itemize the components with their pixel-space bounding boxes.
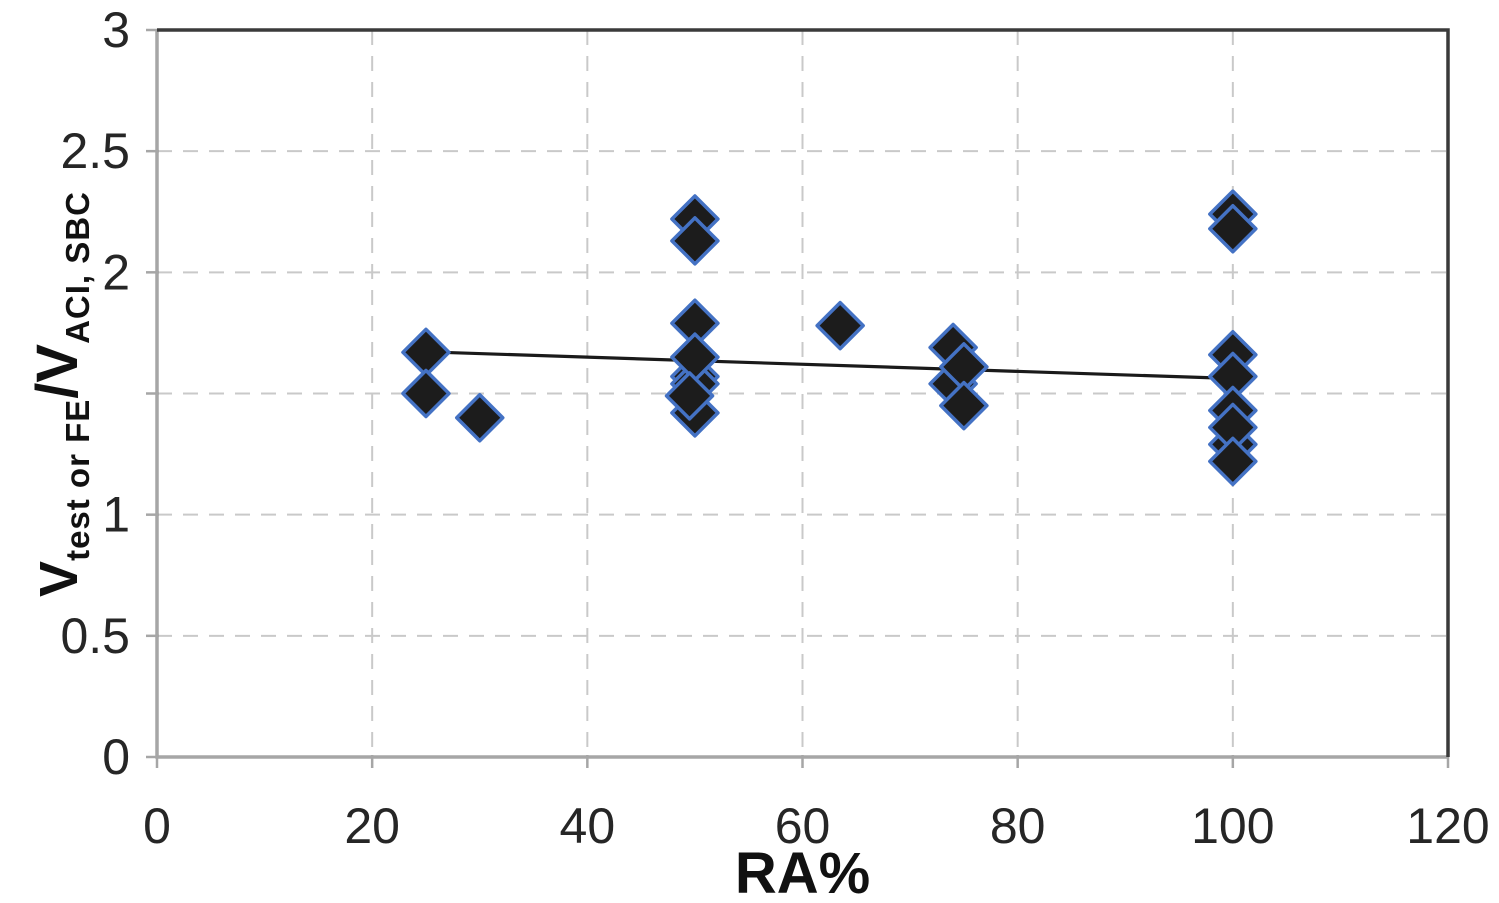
- gridlines: [157, 30, 1448, 757]
- axis-lines: [155, 30, 1448, 759]
- y-axis-title: Vtest or FE/VACI, SBC: [13, 124, 103, 664]
- x-tick-label: 40: [560, 798, 616, 854]
- y-tick-label: 1: [102, 487, 130, 543]
- y-axis-tick-labels: 0 0.5 1 2 2.5 3: [60, 2, 130, 785]
- trend-line: [425, 350, 1233, 381]
- data-point: [815, 300, 865, 351]
- data-points: [401, 189, 1258, 487]
- y-tick-label: 0.5: [60, 608, 130, 664]
- data-point: [455, 392, 505, 443]
- y-axis-title-sub1: test or FE: [59, 398, 96, 561]
- y-axis-title-v1: V: [29, 560, 89, 597]
- y-tick-label: 0: [102, 729, 130, 785]
- x-axis-tick-labels: 0 20 40 60 80 100 120: [143, 798, 1490, 854]
- y-tick-label: 2: [102, 244, 130, 300]
- y-tick-label: 3: [102, 2, 130, 58]
- data-point: [670, 216, 720, 266]
- data-point: [401, 327, 451, 378]
- axis-ticks: [146, 28, 1450, 768]
- x-tick-label: 20: [344, 798, 400, 854]
- data-point: [401, 368, 451, 419]
- x-tick-label: 0: [143, 798, 171, 854]
- plot-frame: [155, 28, 1450, 759]
- data-point: [1208, 436, 1258, 487]
- x-axis-title: RA%: [735, 841, 870, 903]
- plot-border: [157, 28, 1450, 757]
- data-point: [939, 380, 989, 431]
- trendline: [425, 350, 1233, 381]
- x-tick-label: 60: [775, 798, 831, 854]
- y-axis-title-sub2: ACI, SBC: [59, 190, 96, 344]
- x-tick-label: 100: [1191, 798, 1274, 854]
- x-tick-label: 120: [1406, 798, 1489, 854]
- y-tick-label: 2.5: [60, 123, 130, 179]
- x-tick-label: 80: [990, 798, 1046, 854]
- y-axis-title-v2: /V: [25, 343, 90, 399]
- data-point: [1208, 203, 1258, 254]
- data-point: [664, 371, 715, 421]
